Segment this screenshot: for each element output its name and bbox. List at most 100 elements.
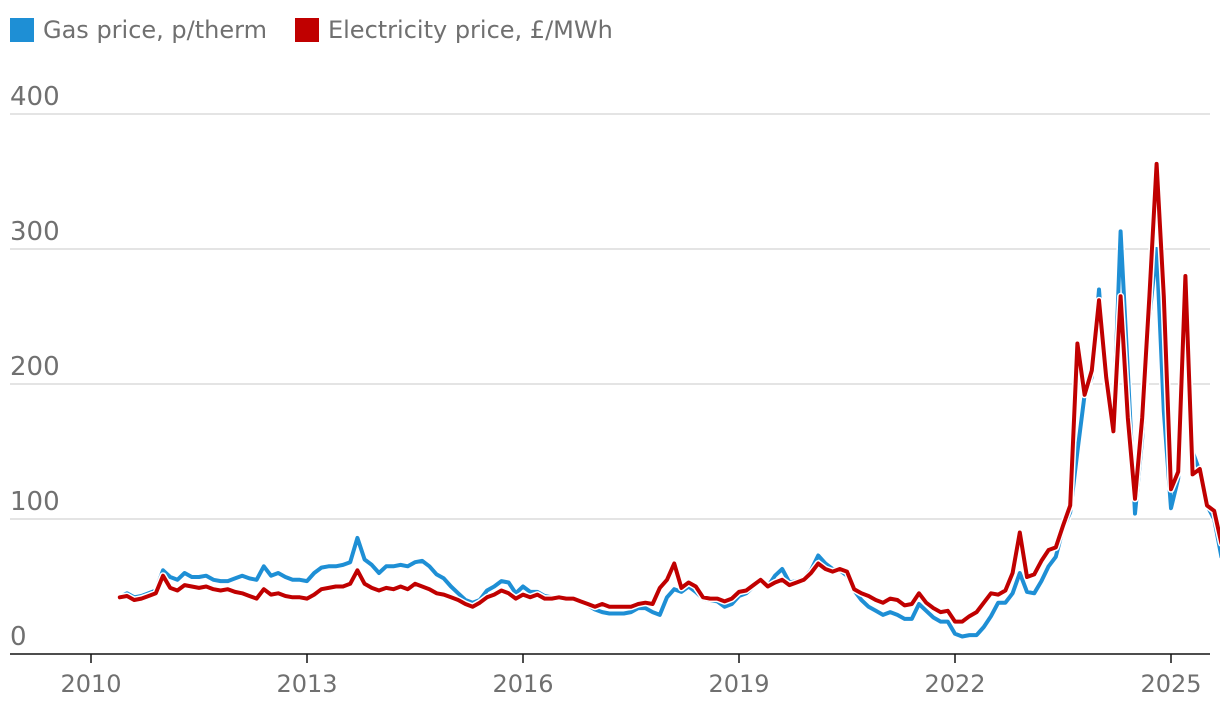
data-point-gas-44 [435, 572, 439, 576]
data-point-electricity-83 [715, 597, 719, 601]
data-point-gas-37 [384, 564, 388, 568]
data-point-electricity-82 [708, 597, 712, 601]
data-point-electricity-1 [125, 594, 129, 598]
data-point-electricity-123 [1003, 589, 1007, 593]
data-point-electricity-72 [636, 602, 640, 606]
data-point-gas-14 [219, 579, 223, 583]
data-point-electricity-128 [1039, 559, 1043, 563]
data-point-electricity-57 [528, 595, 532, 599]
data-point-electricity-13 [211, 587, 215, 591]
data-point-electricity-92 [780, 578, 784, 582]
data-point-gas-84 [723, 605, 727, 609]
data-point-gas-77 [672, 587, 676, 591]
data-point-gas-97 [816, 554, 820, 558]
data-point-gas-73 [643, 606, 647, 610]
y-tick-label-200: 200 [10, 352, 60, 382]
data-point-electricity-32 [348, 582, 352, 586]
data-point-gas-15 [226, 579, 230, 583]
data-point-electricity-105 [874, 598, 878, 602]
data-point-electricity-116 [953, 620, 957, 624]
data-point-gas-25 [298, 578, 302, 582]
y-axis-ticks: 0 100 200 300 400 [10, 82, 60, 652]
data-point-electricity-119 [975, 610, 979, 614]
data-point-gas-69 [615, 612, 619, 616]
y-tick-label-100: 100 [10, 487, 60, 517]
data-point-gas-113 [931, 616, 935, 620]
data-point-electricity-127 [1032, 572, 1036, 576]
data-point-electricity-48 [463, 602, 467, 606]
data-point-gas-74 [651, 610, 655, 614]
data-point-electricity-41 [413, 582, 417, 586]
data-point-electricity-46 [449, 595, 453, 599]
x-tick-label-2013: 2013 [276, 670, 337, 698]
data-point-electricity-42 [420, 585, 424, 589]
data-point-electricity-62 [564, 597, 568, 601]
data-point-electricity-143 [1147, 294, 1151, 298]
data-point-gas-130 [1054, 555, 1058, 559]
data-point-gas-27 [312, 571, 316, 575]
x-tick-label-2016: 2016 [492, 670, 553, 698]
data-point-electricity-47 [456, 598, 460, 602]
data-point-electricity-6 [161, 574, 165, 578]
data-point-electricity-81 [701, 595, 705, 599]
data-point-electricity-5 [154, 591, 158, 595]
data-point-gas-31 [341, 563, 345, 567]
data-point-gas-53 [499, 579, 503, 583]
data-point-gas-76 [665, 595, 669, 599]
data-point-gas-39 [399, 563, 403, 567]
data-point-electricity-106 [881, 601, 885, 605]
data-point-electricity-19 [255, 597, 259, 601]
data-point-electricity-148 [1183, 274, 1187, 278]
data-point-gas-75 [658, 613, 662, 617]
data-point-gas-111 [917, 602, 921, 606]
data-point-gas-116 [953, 632, 957, 636]
data-point-gas-70 [622, 612, 626, 616]
data-point-gas-20 [262, 564, 266, 568]
data-point-electricity-2 [132, 598, 136, 602]
data-point-gas-34 [363, 558, 367, 562]
data-point-electricity-40 [406, 587, 410, 591]
data-point-electricity-117 [960, 620, 964, 624]
data-point-gas-17 [240, 574, 244, 578]
data-point-electricity-90 [766, 585, 770, 589]
data-point-gas-104 [867, 605, 871, 609]
data-point-gas-129 [1047, 564, 1051, 568]
data-point-gas-11 [197, 575, 201, 579]
data-point-gas-110 [910, 617, 914, 621]
data-point-gas-9 [183, 571, 187, 575]
data-point-electricity-103 [859, 591, 863, 595]
data-point-gas-139 [1119, 229, 1123, 233]
data-point-gas-22 [276, 571, 280, 575]
data-point-electricity-18 [247, 594, 251, 598]
series-line-electricity [117, 161, 1220, 624]
legend-swatch-electricity [294, 18, 319, 42]
data-point-electricity-26 [305, 597, 309, 601]
data-point-electricity-58 [535, 593, 539, 597]
data-point-electricity-93 [787, 583, 791, 587]
data-point-gas-42 [420, 559, 424, 563]
data-point-electricity-61 [557, 595, 561, 599]
data-point-gas-123 [1003, 601, 1007, 605]
data-point-electricity-39 [399, 585, 403, 589]
data-point-electricity-12 [204, 585, 208, 589]
data-point-gas-119 [975, 633, 979, 637]
data-point-gas-33 [355, 536, 359, 540]
data-point-electricity-8 [175, 589, 179, 593]
data-point-electricity-51 [485, 595, 489, 599]
data-point-gas-114 [939, 620, 943, 624]
data-point-electricity-80 [694, 585, 698, 589]
data-point-gas-121 [989, 614, 993, 618]
data-point-gas-120 [982, 625, 986, 629]
data-point-gas-18 [247, 576, 251, 580]
data-point-electricity-14 [219, 589, 223, 593]
x-tick-label-2025: 2025 [1140, 670, 1201, 698]
data-point-electricity-24 [291, 595, 295, 599]
data-point-electricity-43 [427, 587, 431, 591]
data-point-electricity-79 [687, 581, 691, 585]
data-point-electricity-147 [1176, 470, 1180, 474]
data-point-electricity-59 [543, 597, 547, 601]
data-point-gas-36 [377, 571, 381, 575]
data-point-gas-112 [924, 609, 928, 613]
data-point-electricity-135 [1090, 369, 1094, 373]
